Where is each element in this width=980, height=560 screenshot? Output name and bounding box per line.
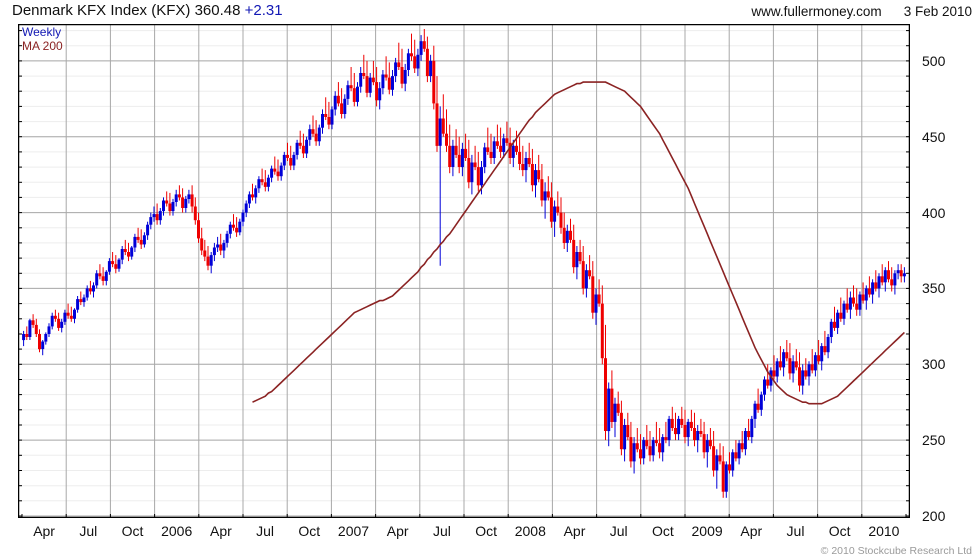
ma200-line <box>252 81 905 405</box>
x-axis-tick-label: Jul <box>609 523 628 539</box>
page-title: Denmark KFX Index (KFX) 360.48 +2.31 <box>12 2 283 20</box>
y-axis-tick-label: 450 <box>922 128 946 145</box>
x-axis-tick-label: 2010 <box>868 523 900 539</box>
x-axis-tick-label: Oct <box>475 523 497 539</box>
x-axis-tick-label: 2008 <box>514 523 546 539</box>
legend-item-weekly: Weekly <box>22 25 62 39</box>
x-axis-tick-label: 2006 <box>161 523 193 539</box>
plot-area <box>18 24 910 518</box>
y-axis-tick-label: 300 <box>922 356 946 373</box>
chart-legend: Weekly MA 200 <box>22 25 63 53</box>
y-axis-tick-label: 250 <box>922 432 946 449</box>
copyright-notice: © 2010 Stockcube Research Ltd <box>820 545 972 557</box>
x-axis-tick-label: Apr <box>740 523 763 539</box>
y-axis-tick-label: 400 <box>922 204 946 221</box>
x-axis-tick-label: Apr <box>209 523 232 539</box>
x-axis-tick-label: Apr <box>563 523 586 539</box>
x-axis-tick-label: Jul <box>432 523 451 539</box>
x-axis-tick-label: Oct <box>298 523 321 539</box>
x-axis-tick-label: Oct <box>121 523 144 539</box>
x-axis-tick-label: Oct <box>828 523 851 539</box>
instrument-name: Denmark KFX Index (KFX) <box>12 2 191 19</box>
chart-date: 3 Feb 2010 <box>903 4 972 19</box>
y-axis-tick-label: 500 <box>922 52 946 69</box>
axis-ticks <box>18 30 910 518</box>
legend-item-ma200: MA 200 <box>22 38 63 53</box>
y-axis-tick-label: 200 <box>922 508 946 524</box>
chart-header: Denmark KFX Index (KFX) 360.48 +2.31 www… <box>0 0 980 22</box>
price-chart-svg <box>18 24 910 518</box>
candlestick-series <box>22 29 906 498</box>
x-axis-tick-label: 2009 <box>691 523 723 539</box>
x-axis-tick-label: 2007 <box>337 523 370 539</box>
last-price: 360.48 <box>194 2 241 19</box>
price-change: +2.31 <box>244 2 283 19</box>
source-website: www.fullermoney.com <box>751 4 882 19</box>
x-axis-tick-label: Oct <box>652 523 674 539</box>
x-axis-tick-label: Jul <box>786 523 805 539</box>
header-right: www.fullermoney.com 3 Feb 2010 <box>751 3 972 21</box>
gridlines-vertical <box>65 24 863 518</box>
x-axis-tick-label: Jul <box>79 523 98 539</box>
x-axis-tick-label: Apr <box>33 523 55 539</box>
x-axis-tick-label: Apr <box>386 523 409 539</box>
x-axis-tick-label: Jul <box>256 523 275 539</box>
y-axis-tick-label: 350 <box>922 280 946 297</box>
